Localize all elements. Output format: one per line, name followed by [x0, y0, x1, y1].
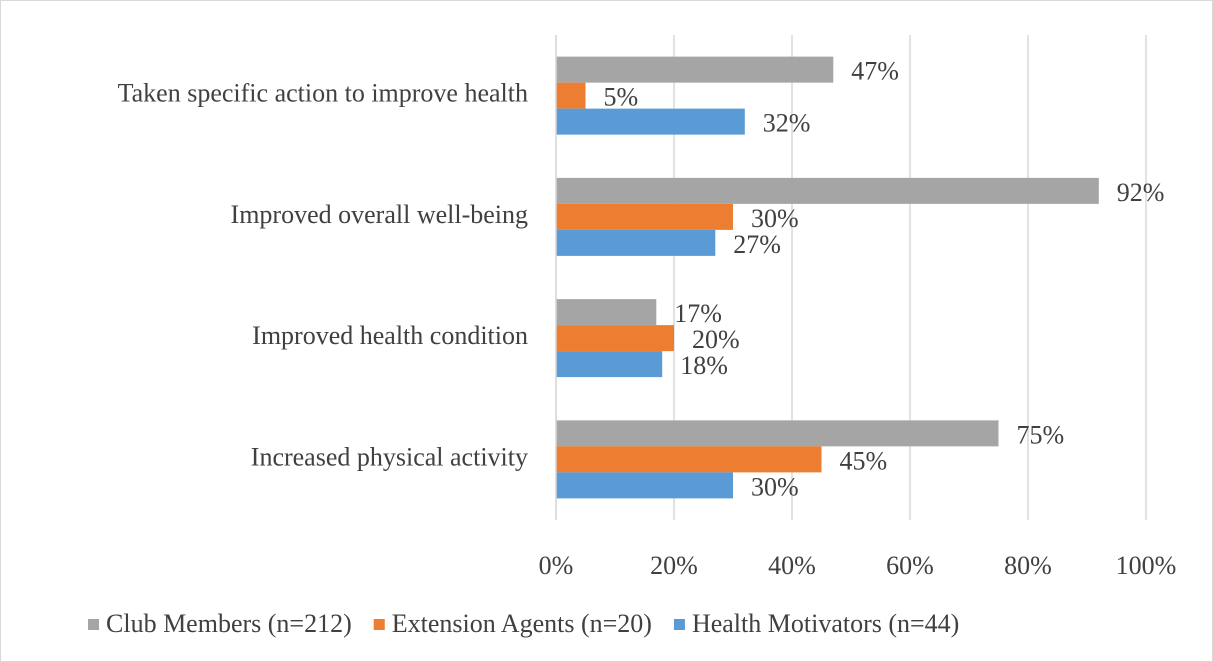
legend-swatch — [88, 619, 99, 630]
data-label: 92% — [1117, 178, 1165, 207]
data-label: 27% — [733, 230, 781, 259]
data-label: 30% — [751, 472, 799, 501]
bar — [556, 177, 1099, 204]
bar — [556, 229, 716, 256]
bar — [556, 108, 745, 135]
bar — [556, 203, 733, 230]
bar — [556, 56, 834, 83]
y-tick-label: Increased physical activity — [251, 442, 528, 471]
x-tick-label: 40% — [768, 551, 816, 580]
bar — [556, 299, 657, 326]
y-tick-label: Taken specific action to improve health — [118, 79, 528, 108]
x-tick-label: 0% — [539, 551, 574, 580]
legend-label: Health Motivators (n=44) — [692, 609, 959, 638]
y-tick-label: Improved overall well-being — [231, 200, 528, 229]
legend-swatch — [373, 619, 385, 630]
data-label: 17% — [674, 299, 722, 328]
y-tick-label: Improved health condition — [252, 321, 528, 350]
data-label: 18% — [680, 351, 728, 380]
x-tick-label: 100% — [1116, 551, 1177, 580]
data-label: 5% — [604, 83, 639, 112]
bar — [556, 472, 733, 499]
data-label: 45% — [840, 446, 888, 475]
bar — [556, 351, 663, 378]
data-label: 75% — [1017, 420, 1065, 449]
legend-label: Club Members (n=212) — [106, 609, 352, 638]
data-label: 30% — [751, 204, 799, 233]
legend-swatch — [673, 619, 685, 630]
data-label: 32% — [763, 109, 811, 138]
bar — [556, 446, 822, 473]
x-tick-label: 80% — [1004, 551, 1052, 580]
data-label: 20% — [692, 325, 740, 354]
data-label: 47% — [851, 57, 899, 86]
bar — [556, 82, 586, 109]
x-tick-label: 20% — [650, 551, 698, 580]
bar — [556, 420, 999, 447]
legend-label: Extension Agents (n=20) — [392, 609, 652, 638]
bar — [556, 325, 674, 352]
x-tick-label: 60% — [886, 551, 934, 580]
